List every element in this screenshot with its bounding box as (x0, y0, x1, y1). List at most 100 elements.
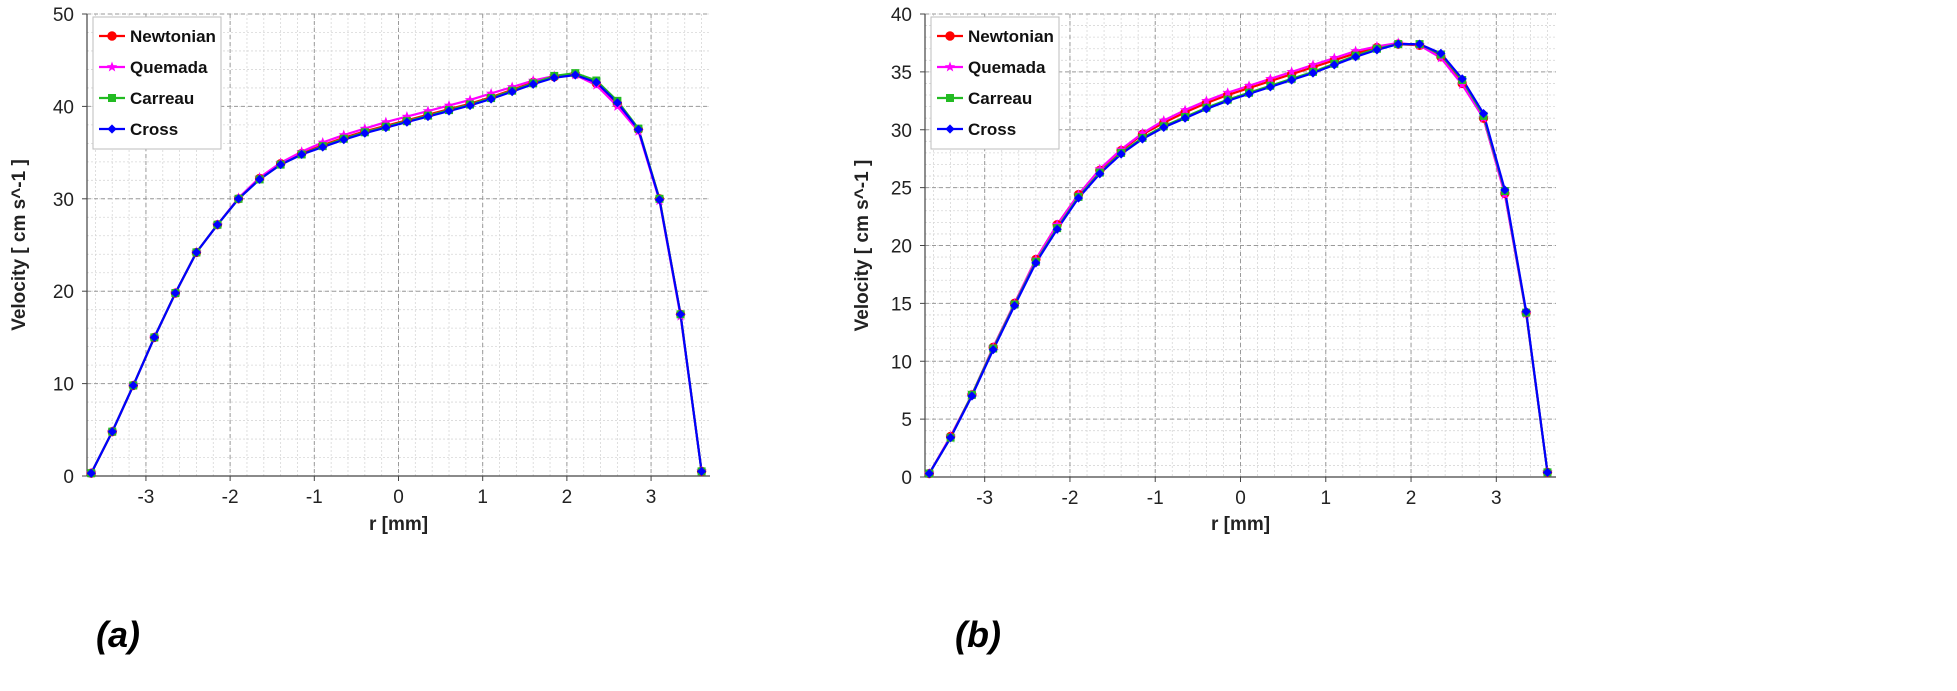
y-tick-label: 30 (891, 121, 912, 142)
x-tick-label: 1 (1320, 488, 1331, 509)
data-point-cross (1287, 75, 1297, 85)
data-point-cross (528, 79, 538, 89)
legend: Newtonian Quemada Carreau Cross (92, 16, 222, 150)
data-point-cross (549, 73, 559, 83)
data-point-cross (1542, 467, 1553, 477)
data-point-quemada (443, 99, 455, 110)
data-point-cross (1351, 52, 1361, 62)
y-tick-label: 10 (53, 375, 74, 396)
data-point-cross (318, 142, 328, 152)
data-point-quemada (317, 136, 328, 147)
legend-marker-cross (107, 124, 117, 134)
legend-marker-quemada (106, 61, 118, 72)
data-point-cross (696, 466, 707, 476)
x-tick-label: -1 (306, 487, 323, 508)
data-point-cross (444, 106, 454, 116)
x-tick-label: 3 (646, 487, 657, 508)
data-point-cross (1095, 169, 1105, 179)
y-tick-label: 30 (53, 190, 74, 211)
data-point-cross (1478, 108, 1489, 119)
data-point-cross (1308, 68, 1318, 78)
data-point-cross (1329, 60, 1339, 70)
data-point-cross (1521, 306, 1531, 317)
data-point-quemada (506, 81, 518, 92)
data-point-cross (570, 70, 580, 80)
y-tick-label: 40 (891, 5, 912, 26)
data-point-cross (988, 345, 998, 355)
data-point-quemada (1350, 45, 1361, 56)
data-point-quemada (380, 116, 392, 127)
y-tick-label: 10 (891, 352, 912, 373)
data-point-cross (381, 123, 391, 133)
data-point-cross (945, 433, 956, 443)
legend-marker-carreau (946, 94, 954, 102)
x-tick-label: -3 (976, 488, 993, 509)
data-point-cross (170, 288, 180, 298)
data-point-cross (507, 87, 517, 97)
data-point-cross (1201, 104, 1211, 114)
data-point-cross (1031, 258, 1041, 268)
y-axis-label: Velocity [ cm s^-1 ] (9, 159, 30, 331)
data-point-quemada (1094, 163, 1106, 174)
data-point-quemada (1179, 104, 1191, 115)
data-point-cross (924, 468, 934, 479)
data-point-cross (967, 391, 977, 401)
data-point-cross (297, 149, 307, 160)
legend-marker-cross (945, 124, 955, 134)
legend-label-cross: Cross (130, 120, 178, 139)
data-point-cross (1372, 45, 1382, 55)
y-tick-label: 35 (891, 63, 912, 84)
data-point-quemada (1137, 127, 1148, 138)
data-point-quemada (1307, 59, 1319, 70)
data-point-quemada (485, 87, 497, 98)
x-axis-label: r [mm] (369, 514, 428, 535)
data-point-cross (233, 194, 244, 204)
x-tick-label: 0 (1235, 488, 1246, 509)
data-point-cross (402, 117, 412, 127)
y-axis-label: Velocity [ cm s^-1 ] (852, 160, 873, 332)
data-point-quemada (422, 105, 434, 116)
legend-label-quemada: Quemada (130, 58, 208, 77)
y-tick-label: 20 (53, 282, 74, 303)
data-point-quemada (1329, 52, 1340, 63)
data-point-cross (486, 94, 496, 104)
panel-label: (a) (96, 614, 140, 655)
data-point-cross (1414, 39, 1425, 49)
x-tick-label: 1 (477, 487, 488, 508)
data-point-quemada (401, 111, 413, 122)
data-point-cross (1244, 89, 1254, 99)
y-tick-label: 40 (53, 97, 74, 118)
data-point-cross (1159, 122, 1169, 133)
x-axis-label: r [mm] (1211, 514, 1270, 535)
data-point-cross (212, 220, 223, 230)
data-point-quemada (1243, 80, 1255, 91)
data-point-cross (86, 468, 96, 478)
data-point-cross (1009, 301, 1020, 311)
y-tick-label: 20 (891, 237, 912, 258)
y-tick-label: 0 (63, 467, 74, 488)
data-point-quemada (464, 94, 476, 105)
data-point-cross (107, 427, 117, 437)
data-point-cross (191, 247, 202, 257)
legend-label-newtonian: Newtonian (130, 27, 216, 46)
data-point-quemada (1158, 114, 1169, 125)
data-point-cross (339, 135, 349, 145)
data-point-cross (1265, 82, 1275, 92)
data-point-cross (149, 332, 159, 342)
legend-label-quemada: Quemada (968, 58, 1046, 77)
data-point-cross (612, 98, 622, 108)
data-point-cross (591, 77, 601, 87)
data-point-cross (654, 195, 665, 205)
data-point-cross (423, 111, 433, 122)
x-tick-label: 2 (562, 487, 573, 508)
data-point-quemada (359, 123, 371, 134)
data-point-quemada (1201, 95, 1212, 106)
legend-marker-newtonian (945, 31, 955, 41)
legend-label-newtonian: Newtonian (968, 27, 1054, 46)
legend: Newtonian Quemada Carreau Cross (930, 16, 1060, 150)
data-point-quemada (1456, 79, 1468, 90)
panel-label: (b) (955, 614, 1001, 655)
